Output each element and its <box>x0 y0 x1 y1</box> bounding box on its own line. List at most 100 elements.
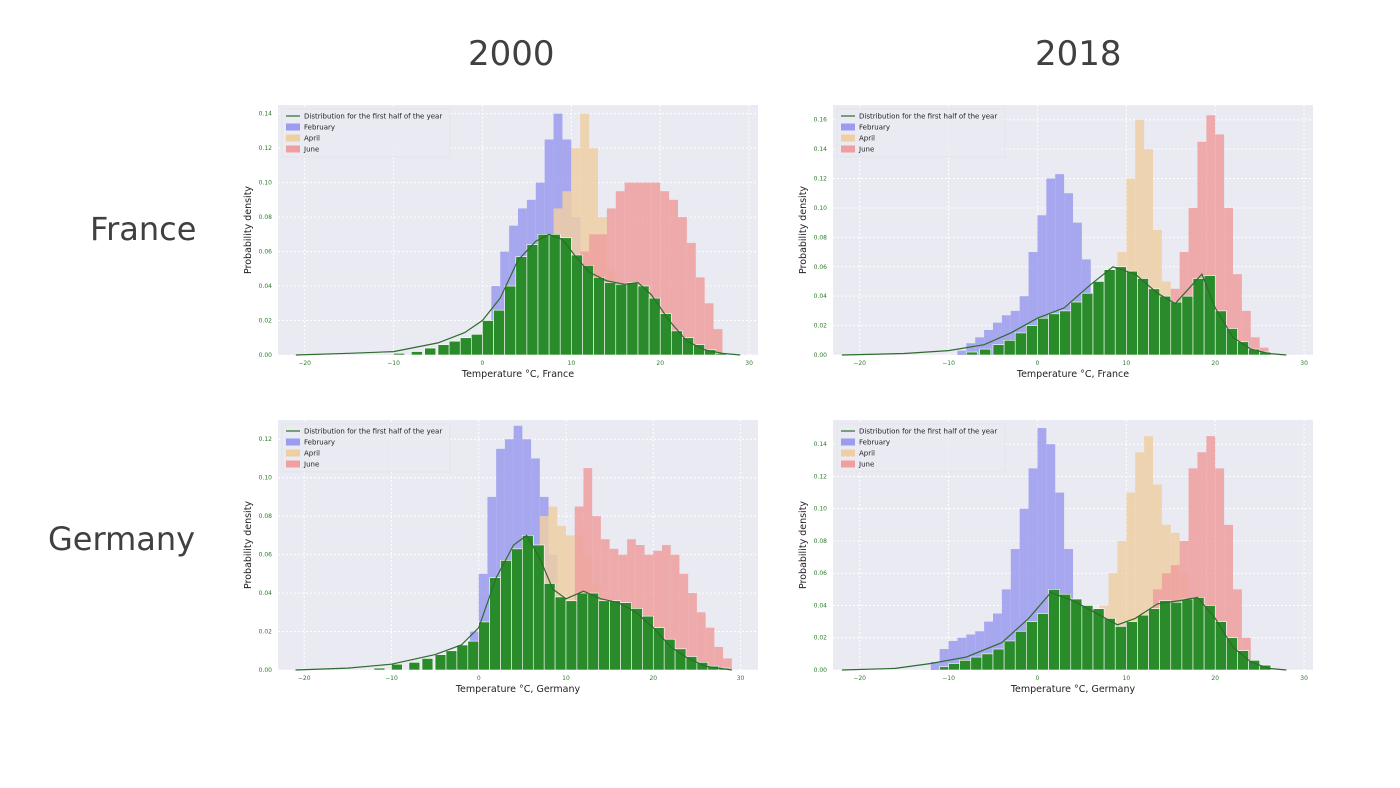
bar-half-year_bars <box>1159 600 1172 671</box>
bar-half-year_bars <box>1203 275 1216 356</box>
legend-label: April <box>859 450 875 458</box>
y-axis-label: Probability density <box>798 501 809 589</box>
chart-svg: 0.00 0.02 0.04 0.06 0.08 0.10 0.12 0.14 −20 −10 0 1… <box>243 105 758 380</box>
legend-label: April <box>304 135 320 143</box>
legend-swatch-june <box>286 460 300 468</box>
bar-half-year_bars <box>1181 598 1194 671</box>
bar-february <box>1037 428 1047 670</box>
y-tick-label: 0.06 <box>814 570 828 577</box>
x-tick-label: −20 <box>298 675 311 682</box>
legend-label: February <box>304 124 335 132</box>
legend-label: Distribution for the first half of the y… <box>304 428 442 436</box>
y-tick-label: 0.04 <box>814 602 828 609</box>
x-tick-label: −10 <box>385 675 398 682</box>
legend-label: Distribution for the first half of the y… <box>859 428 997 436</box>
legend-label: Distribution for the first half of the y… <box>304 113 442 121</box>
bar-half-year_bars <box>1159 295 1172 356</box>
bar-half-year_bars <box>478 621 490 671</box>
y-tick-label: 0.12 <box>259 436 273 443</box>
bar-half-year_bars <box>1237 341 1249 356</box>
legend-label: February <box>859 439 890 447</box>
y-tick-label: 0.12 <box>814 473 828 480</box>
x-tick-label: −10 <box>387 360 400 367</box>
y-tick-label: 0.00 <box>259 667 273 674</box>
bar-february <box>930 661 940 670</box>
legend-swatch-june <box>286 145 300 153</box>
bar-half-year_bars <box>582 265 594 356</box>
bar-half-year_bars <box>1092 281 1105 356</box>
legend-swatch-february <box>841 123 855 131</box>
bar-june <box>642 182 652 355</box>
bar-june <box>723 658 732 670</box>
bar-february <box>957 350 967 355</box>
legend-swatch-february <box>286 123 300 131</box>
bar-february <box>975 631 985 670</box>
bar-half-year_bars <box>373 667 386 671</box>
legend-label: Distribution for the first half of the y… <box>859 113 997 121</box>
x-axis-label: Temperature °C, France <box>461 369 574 380</box>
bar-half-year_bars <box>598 600 610 671</box>
row-title-france: France <box>90 210 197 248</box>
bar-february <box>1073 222 1082 355</box>
bar-half-year_bars <box>554 596 567 671</box>
x-tick-label: 30 <box>1300 360 1308 367</box>
bar-half-year_bars <box>682 337 694 356</box>
legend-box <box>836 423 1006 473</box>
bar-february <box>1037 215 1047 355</box>
legend: Distribution for the first half of the y… <box>281 108 451 158</box>
y-axis-label: Probability density <box>243 501 254 589</box>
bar-half-year_bars <box>571 254 583 356</box>
bar-february <box>1028 468 1038 670</box>
y-tick-label: 0.02 <box>814 323 828 330</box>
bar-half-year_bars <box>959 660 972 671</box>
y-tick-label: 0.08 <box>259 513 273 520</box>
bar-half-year_bars <box>663 638 676 671</box>
bar-half-year_bars <box>511 548 523 671</box>
bar-june <box>696 612 706 670</box>
bar-february <box>948 640 958 670</box>
x-tick-label: 30 <box>737 675 745 682</box>
x-tick-label: −20 <box>853 675 866 682</box>
legend-label: April <box>859 135 875 143</box>
bar-june <box>1241 310 1251 355</box>
legend-swatch-june <box>841 145 855 153</box>
y-tick-label: 0.10 <box>259 180 273 187</box>
bar-half-year_bars <box>459 337 472 356</box>
bar-half-year_bars <box>637 285 650 356</box>
x-tick-label: 20 <box>1211 360 1219 367</box>
legend-label: June <box>303 146 319 154</box>
bar-half-year_bars <box>504 285 517 356</box>
bar-february <box>966 634 976 670</box>
x-tick-label: 10 <box>1123 675 1131 682</box>
bar-february <box>1055 492 1065 670</box>
bar-half-year_bars <box>966 351 978 356</box>
bar-half-year_bars <box>1114 626 1127 671</box>
y-tick-label: 0.12 <box>814 176 828 183</box>
y-tick-label: 0.10 <box>814 506 828 513</box>
y-tick-label: 0.06 <box>259 249 273 256</box>
bar-half-year_bars <box>526 244 539 356</box>
bar-june <box>1250 337 1260 355</box>
bar-half-year_bars <box>522 535 534 671</box>
bar-half-year_bars <box>1148 608 1160 671</box>
bar-half-year_bars <box>1003 339 1016 356</box>
bar-june <box>624 182 634 355</box>
bar-june <box>660 191 670 355</box>
bar-june <box>1233 589 1242 670</box>
kde-line <box>841 266 1287 356</box>
y-tick-label: 0.14 <box>814 146 828 153</box>
bar-february <box>513 425 523 670</box>
legend-label: February <box>304 439 335 447</box>
bar-half-year_bars <box>1170 301 1183 356</box>
bar-june <box>688 593 697 670</box>
bar-half-year_bars <box>1103 618 1116 671</box>
bar-february <box>957 637 967 670</box>
bar-half-year_bars <box>1014 630 1027 671</box>
bar-june <box>1197 452 1207 670</box>
bar-february <box>1019 508 1029 670</box>
bar-half-year_bars <box>693 344 705 356</box>
legend: Distribution for the first half of the y… <box>836 108 1006 158</box>
bar-june <box>1206 436 1216 670</box>
bar-half-year_bars <box>1092 608 1105 671</box>
bar-june <box>695 277 705 355</box>
